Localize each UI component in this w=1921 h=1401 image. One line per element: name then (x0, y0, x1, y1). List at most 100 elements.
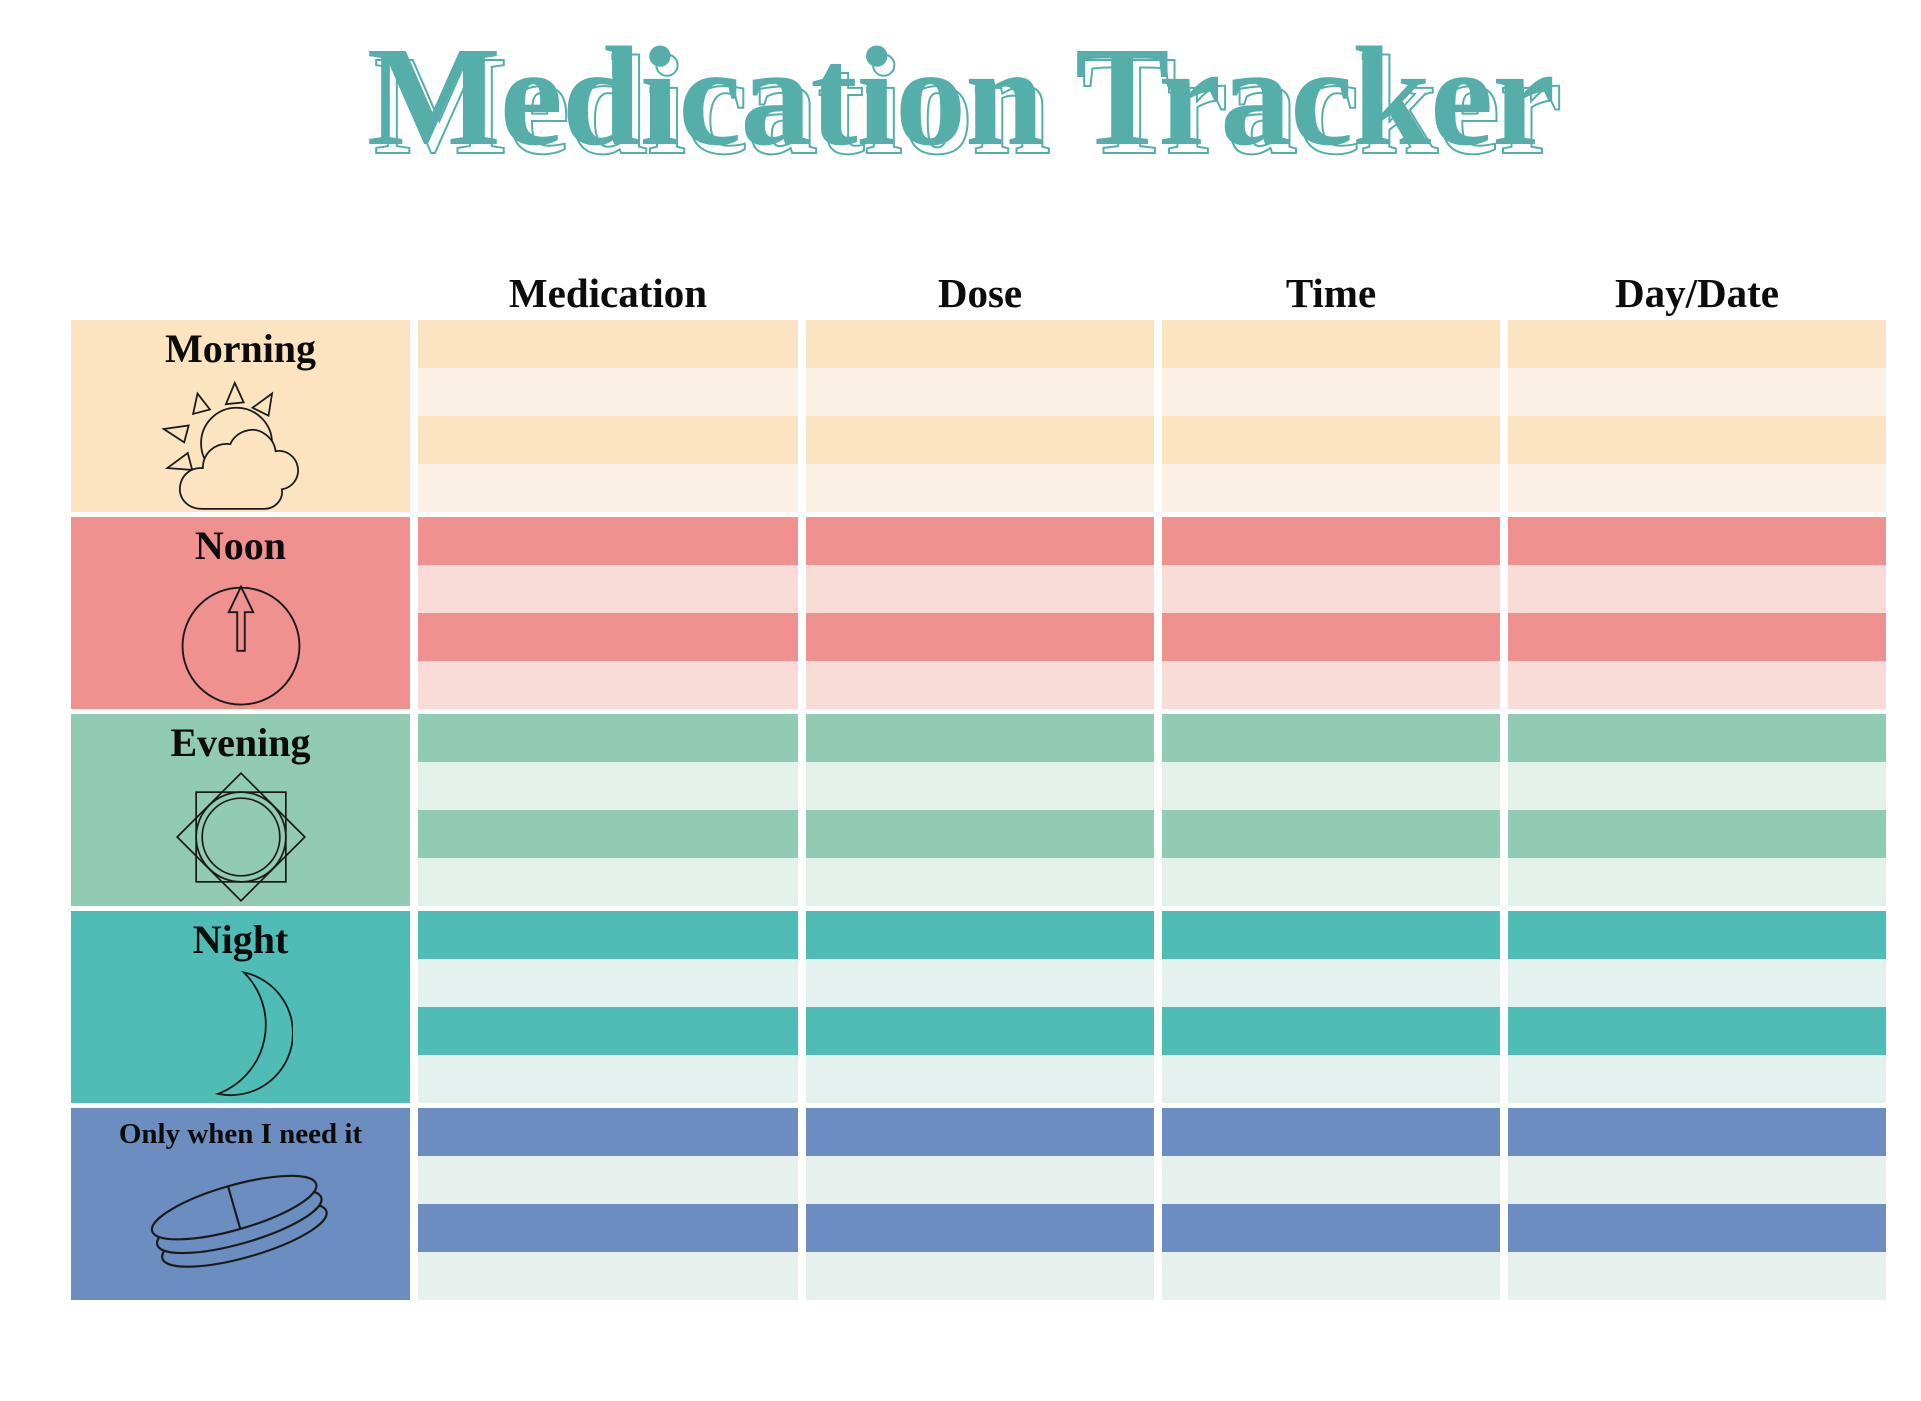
cell-noon-row2-medication (418, 565, 798, 613)
cell-morning-row4-day-date (1508, 464, 1886, 512)
cell-night-row3-dose (806, 1007, 1154, 1055)
cell-night-row2-time (1162, 959, 1500, 1007)
section-only-when-i-need-it: Only when I need it (71, 1108, 1886, 1300)
cell-evening-row4-time (1162, 858, 1500, 906)
section-label-text: Only when I need it (118, 1118, 363, 1150)
cell-evening-row3-dose (806, 810, 1154, 858)
cell-evening-row4-medication (418, 858, 798, 906)
cell-morning-row3-time (1162, 416, 1500, 464)
column-header-time: Time (1285, 270, 1377, 316)
cell-noon-row4-medication (418, 661, 798, 709)
cell-morning-row4-dose (806, 464, 1154, 512)
cell-only-when-i-need-it-row4-time (1162, 1252, 1500, 1300)
medication-table: Medication Dose Time Day/Date Morning Noon … (71, 248, 1886, 1305)
section-label-text: Evening (170, 720, 311, 765)
cell-morning-row3-dose (806, 416, 1154, 464)
cell-noon-row4-day-date (1508, 661, 1886, 709)
section-label-cell-night: Night (71, 911, 410, 1103)
cell-evening-row2-day-date (1508, 762, 1886, 810)
cell-night-row3-medication (418, 1007, 798, 1055)
cell-noon-row4-dose (806, 661, 1154, 709)
cell-night-row1-medication (418, 911, 798, 959)
cell-night-row1-dose (806, 911, 1154, 959)
cell-night-row4-medication (418, 1055, 798, 1103)
cell-night-row2-day-date (1508, 959, 1886, 1007)
sun-cloud-icon (142, 374, 340, 512)
cell-evening-row1-day-date (1508, 714, 1886, 762)
cell-morning-row3-medication (418, 416, 798, 464)
cell-noon-row2-day-date (1508, 565, 1886, 613)
table-body: Morning Noon Evening Night Only when I n… (71, 320, 1886, 1300)
cell-only-when-i-need-it-row2-medication (418, 1156, 798, 1204)
cell-evening-row2-medication (418, 762, 798, 810)
cell-only-when-i-need-it-row2-time (1162, 1156, 1500, 1204)
cell-evening-row1-dose (806, 714, 1154, 762)
section-noon: Noon (71, 517, 1886, 709)
cell-night-row4-dose (806, 1055, 1154, 1103)
cell-night-row3-time (1162, 1007, 1500, 1055)
cell-morning-row1-dose (806, 320, 1154, 368)
cell-morning-row3-day-date (1508, 416, 1886, 464)
cell-only-when-i-need-it-row1-time (1162, 1108, 1500, 1156)
page-title-outline: Medication Tracker (373, 26, 1563, 184)
column-header-day-date: Day/Date (1615, 270, 1779, 316)
cell-night-row2-dose (806, 959, 1154, 1007)
cell-evening-row3-time (1162, 810, 1500, 858)
cell-morning-row1-time (1162, 320, 1500, 368)
cell-evening-row1-medication (418, 714, 798, 762)
cell-noon-row1-time (1162, 517, 1500, 565)
crescent-moon-icon (189, 965, 293, 1103)
cell-morning-row2-dose (806, 368, 1154, 416)
cell-morning-row4-medication (418, 464, 798, 512)
cell-evening-row4-day-date (1508, 858, 1886, 906)
cell-only-when-i-need-it-row3-medication (418, 1204, 798, 1252)
cell-only-when-i-need-it-row2-day-date (1508, 1156, 1886, 1204)
clock-noon-icon (175, 571, 307, 709)
cell-noon-row3-day-date (1508, 613, 1886, 661)
cell-noon-row1-dose (806, 517, 1154, 565)
page-title: Medication Tracker Medication Tracker (0, 21, 1921, 192)
cell-noon-row2-time (1162, 565, 1500, 613)
section-morning: Morning (71, 320, 1886, 512)
cell-evening-row3-day-date (1508, 810, 1886, 858)
cell-morning-row1-day-date (1508, 320, 1886, 368)
cell-only-when-i-need-it-row3-dose (806, 1204, 1154, 1252)
cell-morning-row2-day-date (1508, 368, 1886, 416)
cell-night-row3-day-date (1508, 1007, 1886, 1055)
section-label-text: Night (192, 917, 289, 962)
section-label-cell-noon: Noon (71, 517, 410, 709)
cell-only-when-i-need-it-row4-day-date (1508, 1252, 1886, 1300)
cell-noon-row3-dose (806, 613, 1154, 661)
section-label-cell-morning: Morning (71, 320, 410, 512)
cell-only-when-i-need-it-row1-medication (418, 1108, 798, 1156)
cell-night-row4-day-date (1508, 1055, 1886, 1103)
cell-noon-row4-time (1162, 661, 1500, 709)
section-label-text: Morning (164, 326, 317, 371)
cell-noon-row3-time (1162, 613, 1500, 661)
cell-noon-row3-medication (418, 613, 798, 661)
cell-only-when-i-need-it-row4-dose (806, 1252, 1154, 1300)
section-label-cell-only-when-i-need-it: Only when I need it (71, 1108, 410, 1300)
cell-evening-row2-time (1162, 762, 1500, 810)
cell-morning-row4-time (1162, 464, 1500, 512)
cell-morning-row2-medication (418, 368, 798, 416)
cell-night-row2-medication (418, 959, 798, 1007)
cell-noon-row1-day-date (1508, 517, 1886, 565)
cell-only-when-i-need-it-row4-medication (418, 1252, 798, 1300)
cell-only-when-i-need-it-row1-dose (806, 1108, 1154, 1156)
cell-noon-row1-medication (418, 517, 798, 565)
cell-evening-row2-dose (806, 762, 1154, 810)
column-header-dose: Dose (937, 270, 1023, 316)
cell-morning-row1-medication (418, 320, 798, 368)
section-night: Night (71, 911, 1886, 1103)
cell-night-row1-day-date (1508, 911, 1886, 959)
table-header-row: Medication Dose Time Day/Date (71, 248, 1886, 320)
cell-morning-row2-time (1162, 368, 1500, 416)
cell-night-row4-time (1162, 1055, 1500, 1103)
cell-only-when-i-need-it-row1-day-date (1508, 1108, 1886, 1156)
cell-only-when-i-need-it-row3-time (1162, 1204, 1500, 1252)
section-evening: Evening (71, 714, 1886, 906)
cell-evening-row4-dose (806, 858, 1154, 906)
star-sun-icon (172, 768, 310, 906)
column-header-medication: Medication (508, 270, 708, 316)
